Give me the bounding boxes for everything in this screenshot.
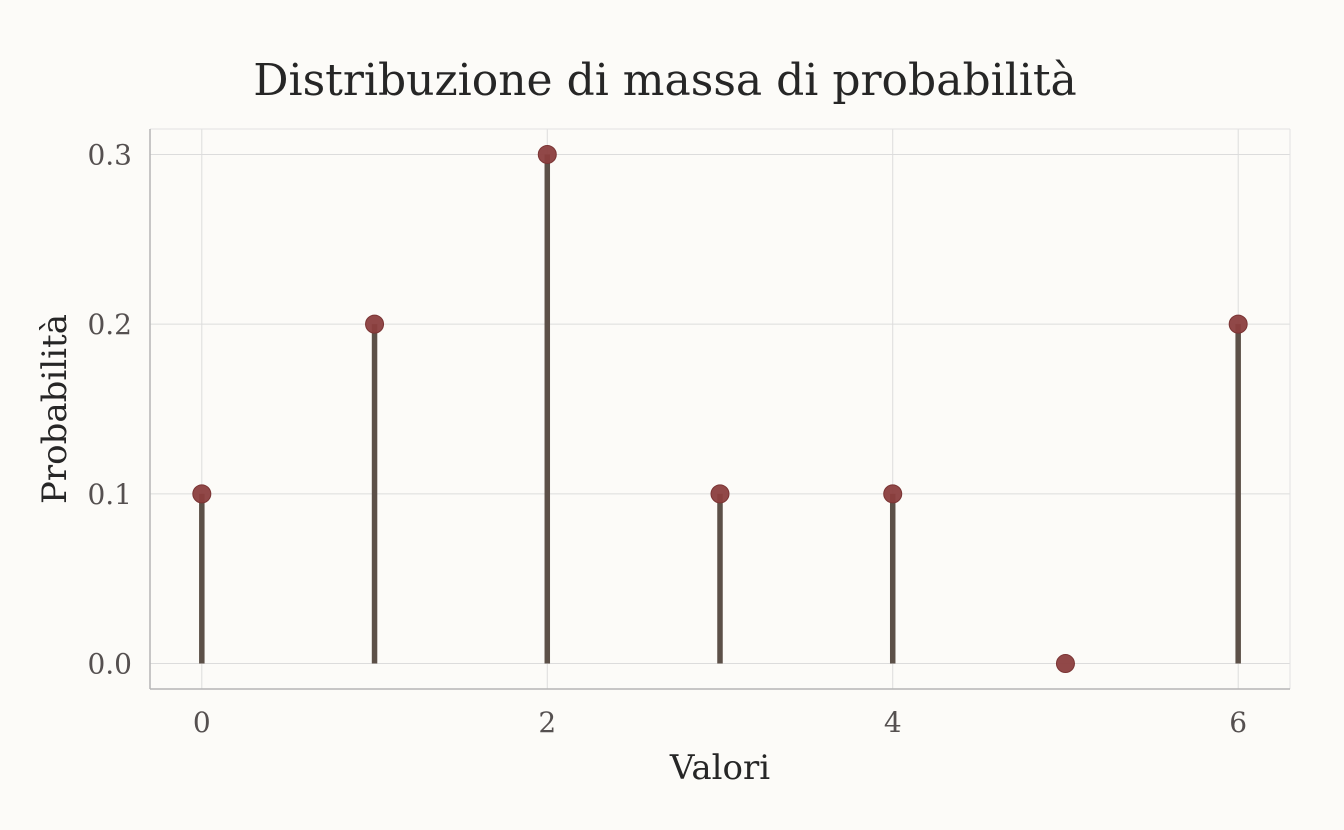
y-tick-label-0.1: 0.1 bbox=[87, 478, 132, 511]
stem-marker-x4 bbox=[883, 484, 903, 504]
stem-marker-x0 bbox=[192, 484, 212, 504]
stem-markers bbox=[192, 144, 1248, 674]
x-tick-label-6: 6 bbox=[1229, 706, 1247, 739]
y-tick-label-0.2: 0.2 bbox=[87, 308, 132, 341]
x-tick-label-4: 4 bbox=[884, 706, 902, 739]
y-tick-labels: 0.0 0.1 0.2 0.3 bbox=[87, 138, 132, 680]
stem-marker-x5 bbox=[1055, 654, 1075, 674]
stem-marker-x3 bbox=[710, 484, 730, 504]
y-axis-label: Probabilità bbox=[35, 314, 75, 504]
stem-lines bbox=[199, 154, 1241, 664]
chart-title: Distribuzione di massa di probabilità bbox=[253, 55, 1077, 106]
x-tick-label-0: 0 bbox=[193, 706, 211, 739]
stem-marker-x1 bbox=[365, 314, 385, 334]
x-axis-label: Valori bbox=[669, 748, 770, 788]
y-tick-label-0.3: 0.3 bbox=[87, 138, 132, 171]
y-tick-label-0.0: 0.0 bbox=[87, 648, 132, 681]
x-tick-label-2: 2 bbox=[538, 706, 556, 739]
plot-frame bbox=[149, 128, 1291, 690]
x-tick-labels: 0 2 4 6 bbox=[193, 706, 1247, 739]
stem-marker-x2 bbox=[537, 144, 557, 164]
stem-marker-x6 bbox=[1228, 314, 1248, 334]
